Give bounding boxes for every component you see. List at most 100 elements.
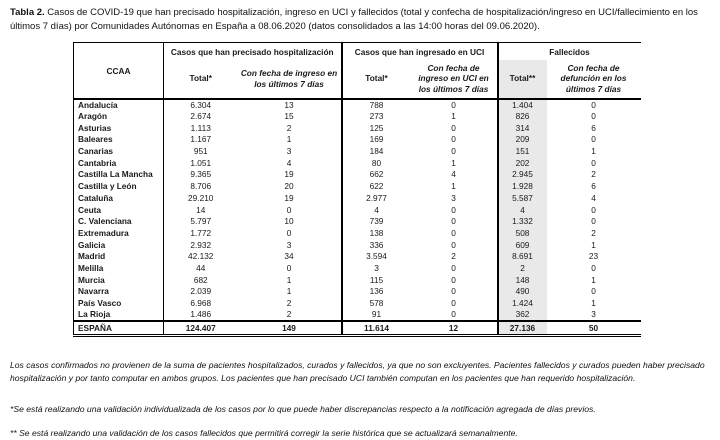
cell-ccaa: Castilla y León: [73, 180, 164, 192]
cell-hosp-total: 44: [163, 262, 238, 274]
cell-ccaa: Ceuta: [73, 203, 164, 216]
cell-hosp-7d: 0: [286, 262, 292, 273]
cell-deaths-total: 314: [496, 121, 547, 134]
cell-hosp-total: 1.051: [163, 156, 238, 169]
cell-ccaa: Asturias: [73, 121, 164, 134]
table-footer: ESPAÑA 124.407 149 11.614 12 27.136 50: [73, 319, 641, 338]
cell-deaths-7d: 0: [591, 286, 596, 297]
cell-hosp-7d: 3: [286, 146, 292, 157]
cell-icu-7d: 0: [451, 286, 456, 297]
cell-deaths-total: 508: [496, 227, 547, 239]
cell-icu-total: 115: [340, 273, 411, 286]
cell-deaths-7d: 0: [591, 157, 596, 168]
cell-hosp-total: 1.486: [163, 308, 238, 321]
cell-icu-total: 169: [340, 133, 411, 146]
table-body: Andalucía 6.304 13 788 0 1.404 0 Aragón 2.674 15 2…: [73, 98, 641, 321]
cell-deaths-total: 27.136: [496, 319, 547, 338]
cell-icu-7d: 1: [451, 111, 456, 122]
cell-deaths-7d: 23: [588, 251, 599, 262]
cell-deaths-total: 1.404: [496, 98, 547, 111]
cell-ccaa: Cantabria: [73, 156, 164, 169]
cell-icu-7d: 0: [451, 309, 456, 320]
cell-icu-total: 11.614: [340, 319, 411, 338]
cell-deaths-total: 1.332: [496, 215, 547, 228]
cell-hosp-total: 1.167: [163, 133, 238, 146]
cell-hosp-total: 8.706: [163, 180, 238, 192]
col-header-icu-last7days: Con fecha de ingreso en UCI en los últim…: [410, 59, 498, 100]
table-caption: Tabla 2. Casos de COVID-19 que han preci…: [10, 6, 715, 35]
cell-icu-7d: 3: [451, 192, 456, 203]
cell-icu-total: 91: [340, 308, 411, 321]
cell-hosp-total: 9.365: [163, 168, 238, 181]
cell-ccaa: Galicia: [73, 238, 164, 251]
col-header-hosp-total: Total*: [163, 59, 238, 100]
col-header-hosp-last7days: Con fecha de ingreso en los últimos 7 dí…: [237, 59, 342, 100]
cell-ccaa: Melilla: [73, 262, 164, 274]
cell-hosp-total: 124.407: [163, 319, 238, 338]
table-row: Navarra 2.039 1 136 0 490 0: [73, 285, 641, 298]
table-row: Extremadura 1.772 0 138 0 508 2: [73, 227, 641, 239]
total-row: ESPAÑA 124.407 149 11.614 12 27.136 50: [73, 319, 641, 338]
cell-icu-7d: 2: [451, 251, 456, 262]
cell-hosp-total: 5.797: [163, 215, 238, 228]
cell-icu-total: 336: [340, 238, 411, 251]
cell-icu-total: 125: [340, 121, 411, 134]
cell-hosp-7d: 34: [284, 251, 294, 262]
table-row: Castilla La Mancha 9.365 19 662 4 2.945 2: [73, 168, 641, 181]
cell-icu-total: 3: [340, 262, 411, 274]
cell-ccaa: Madrid: [73, 250, 164, 263]
cell-icu-7d: 0: [451, 146, 456, 157]
cell-icu-total: 4: [340, 203, 411, 216]
cell-icu-7d: 0: [451, 274, 456, 285]
cell-hosp-total: 6.304: [163, 98, 238, 111]
cell-ccaa: País Vasco: [73, 297, 164, 309]
cell-deaths-7d: 2: [591, 227, 596, 238]
cell-hosp-total: 14: [163, 203, 238, 216]
cell-deaths-total: 2.945: [496, 168, 547, 181]
cell-hosp-7d: 4: [286, 157, 292, 168]
cell-deaths-total: 362: [496, 308, 547, 321]
cell-icu-7d: 0: [451, 204, 456, 215]
footnote-asterisk: *Se está realizando una validación indiv…: [10, 403, 596, 414]
cell-icu-7d: 0: [451, 239, 456, 250]
cell-icu-7d: 0: [451, 298, 456, 309]
table-caption-label: Tabla 2.: [10, 7, 45, 18]
cell-icu-total: 739: [340, 215, 411, 228]
cell-deaths-total: 151: [496, 145, 547, 157]
table-row: Madrid 42.132 34 3.594 2 8.691 23: [73, 250, 641, 263]
cell-icu-7d: 0: [451, 262, 456, 273]
cell-hosp-7d: 2: [286, 298, 292, 309]
cell-ccaa: Aragón: [73, 110, 164, 122]
cell-hosp-total: 6.968: [163, 297, 238, 309]
cell-deaths-total: 826: [496, 110, 547, 122]
cell-icu-7d: 1: [451, 181, 456, 192]
cell-icu-total: 136: [340, 285, 411, 298]
cell-deaths-total: 4: [496, 203, 547, 216]
table-caption-text: Casos de COVID-19 que han precisado hosp…: [10, 7, 698, 33]
col-group-icu: Casos que han ingresado en UCI: [340, 42, 498, 60]
cell-icu-total: 273: [340, 110, 411, 122]
cell-deaths-7d: 50: [546, 319, 641, 338]
cell-deaths-7d: 1: [591, 239, 596, 250]
cell-icu-total: 138: [340, 227, 411, 239]
col-group-hospitalization: Casos que han precisado hospitalización: [163, 42, 342, 60]
cell-icu-total: 3.594: [340, 250, 411, 263]
cell-hosp-total: 951: [163, 145, 238, 157]
cell-deaths-total: 5.587: [496, 192, 547, 204]
cell-hosp-total: 682: [163, 273, 238, 286]
cell-icu-total: 578: [340, 297, 411, 309]
col-header-icu-total: Total*: [340, 59, 411, 100]
cell-deaths-total: 148: [496, 273, 547, 286]
cell-hosp-7d: 1: [286, 286, 292, 297]
cell-icu-total: 184: [340, 145, 411, 157]
cell-hosp-7d: 3: [286, 239, 292, 250]
cell-ccaa: Murcia: [73, 273, 164, 286]
covid-hospitalization-table: CCAA Casos que han precisado hospitaliza…: [73, 41, 641, 338]
cell-deaths-7d: 1: [591, 274, 596, 285]
cell-deaths-total: 609: [496, 238, 547, 251]
cell-deaths-total: 490: [496, 285, 547, 298]
cell-icu-total: 622: [340, 180, 411, 192]
cell-ccaa: Canarias: [73, 145, 164, 157]
table-row: País Vasco 6.968 2 578 0 1.424 1: [73, 297, 641, 309]
